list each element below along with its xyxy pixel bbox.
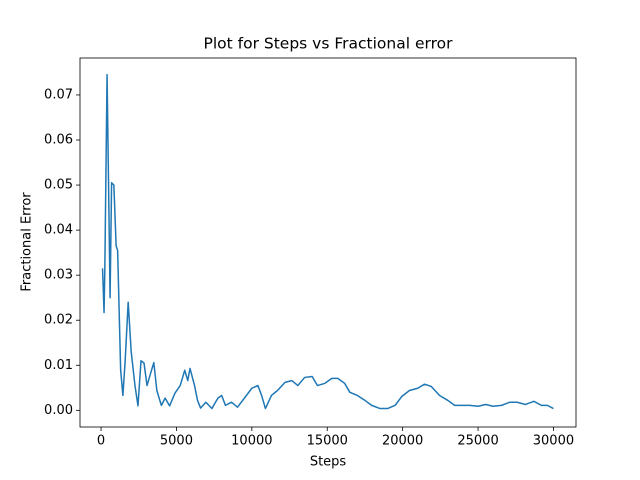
y-tick-label: 0.02 <box>44 313 73 328</box>
x-tick-label: 5000 <box>160 434 193 449</box>
y-tick-label: 0.03 <box>44 268 73 283</box>
y-tick-label: 0.01 <box>44 358 73 373</box>
y-tick-label: 0.07 <box>44 87 73 102</box>
plot-frame <box>79 57 577 428</box>
x-tick-label: 30000 <box>533 434 574 449</box>
y-tick-label: 0.05 <box>44 178 73 193</box>
chart-title: Plot for Steps vs Fractional error <box>204 35 454 53</box>
y-tick-label: 0.06 <box>44 133 73 148</box>
y-tick-label: 0.00 <box>44 403 73 418</box>
data-line <box>101 73 554 410</box>
x-tick-label: 10000 <box>231 434 272 449</box>
y-axis-label: Fractional Error <box>20 192 35 292</box>
x-tick-label: 0 <box>97 434 105 449</box>
x-tick-label: 20000 <box>382 434 423 449</box>
x-tick-label: 15000 <box>307 434 348 449</box>
y-tick-label: 0.04 <box>44 223 73 238</box>
x-axis-label: Steps <box>310 455 347 470</box>
x-tick-label: 25000 <box>457 434 498 449</box>
